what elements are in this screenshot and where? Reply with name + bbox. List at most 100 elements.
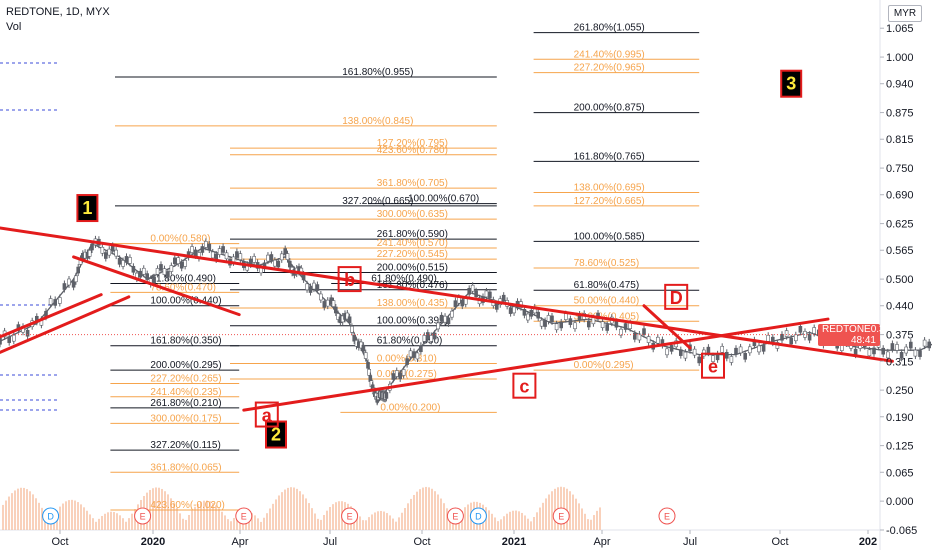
- volume-bar: [164, 491, 166, 530]
- volume-bar: [236, 515, 238, 530]
- candle-body: [331, 300, 336, 307]
- candle-body: [319, 293, 323, 301]
- candle-body: [25, 329, 30, 337]
- candle-body: [62, 283, 67, 290]
- candle-body: [780, 333, 784, 341]
- candle-body: [460, 299, 465, 307]
- volume-bar: [14, 490, 16, 530]
- wave-box: [265, 420, 287, 449]
- volume-bar: [212, 502, 214, 530]
- candle-body: [217, 248, 222, 255]
- candle-body: [807, 333, 812, 341]
- candle-body: [283, 248, 288, 255]
- candle-body: [200, 246, 205, 253]
- fib-level-label: 38.20%(0.405): [574, 311, 640, 322]
- price-tag-countdown: 48:41: [850, 335, 876, 346]
- volume-bar: [545, 498, 547, 530]
- volume-bar: [440, 498, 442, 530]
- candle-body: [697, 356, 702, 364]
- volume-bar: [539, 507, 541, 530]
- volume-bar: [41, 507, 43, 530]
- candle-body: [361, 344, 366, 352]
- volume-bar: [596, 510, 598, 530]
- candle-body: [913, 349, 918, 357]
- candle-body: [619, 328, 623, 336]
- fib-level-label: 161.80%(0.955): [342, 67, 413, 78]
- candle-body: [669, 345, 674, 352]
- fib-level-label: 241.40%(0.570): [377, 238, 448, 249]
- candle-body: [183, 260, 187, 267]
- candle-body: [605, 324, 610, 331]
- candle-body: [366, 361, 370, 369]
- volume-bar: [131, 513, 133, 530]
- wave-outline: [512, 372, 537, 399]
- candle-body: [743, 353, 748, 360]
- candle-body: [325, 299, 330, 307]
- wave-outline-label: b: [344, 270, 355, 290]
- y-tick-label: 0.190: [886, 412, 914, 424]
- volume-bar: [335, 502, 337, 530]
- volume-bar: [377, 511, 379, 530]
- candle-body: [568, 318, 573, 325]
- volume-bar: [203, 500, 205, 530]
- candle-body: [384, 392, 389, 399]
- candle-body: [190, 246, 194, 253]
- earnings-marker: [552, 507, 570, 525]
- wave-box-label: 2: [271, 425, 281, 445]
- candle-body: [12, 334, 16, 342]
- candle-body: [899, 352, 904, 359]
- volume-bar: [263, 517, 265, 530]
- volume-bar: [8, 496, 10, 530]
- fib-level-label: 300.00%(0.635): [377, 209, 448, 220]
- candle-body: [927, 341, 932, 349]
- volume-bar: [176, 508, 178, 530]
- candle-body: [391, 373, 396, 380]
- candle-body: [908, 341, 913, 349]
- candle-body: [221, 246, 225, 253]
- candle-body: [224, 252, 229, 260]
- candle-body: [308, 286, 313, 293]
- candle-body: [474, 290, 478, 298]
- candle-body: [536, 311, 541, 319]
- candle-body: [432, 332, 437, 340]
- volume-bar: [50, 520, 52, 530]
- volume-bar: [233, 517, 235, 530]
- fib-level-label: 61.80%(0.350): [377, 336, 443, 347]
- trendline: [0, 295, 131, 354]
- fib-level-label: 200.00%(0.515): [377, 262, 448, 273]
- fib-level-label: 100.00%(0.670): [408, 194, 479, 205]
- candle-body: [408, 350, 413, 358]
- volume-bar: [326, 510, 328, 530]
- volume-bar: [314, 513, 316, 530]
- candle-body: [121, 260, 125, 267]
- candle-body: [539, 319, 544, 327]
- volume-bar: [374, 512, 376, 530]
- candle-body: [173, 257, 177, 265]
- candle-body: [789, 337, 794, 345]
- candle-body: [235, 251, 239, 258]
- volume-bar: [578, 503, 580, 530]
- volume-label: Vol: [6, 21, 22, 33]
- volume-bar: [452, 518, 454, 530]
- candle-body: [546, 315, 551, 322]
- candle-body: [738, 346, 743, 354]
- candle-body: [522, 309, 527, 316]
- volume-bar: [83, 507, 85, 530]
- candle-body: [450, 310, 454, 318]
- fib-level-label: 227.20%(0.965): [574, 63, 645, 74]
- candle-body: [470, 284, 475, 292]
- candle-body: [71, 280, 76, 288]
- fib-level-label: 423.60%(0.780): [377, 145, 448, 156]
- volume-bar: [71, 499, 73, 530]
- fib-level-label: 361.80%(0.705): [377, 178, 448, 189]
- volume-bar: [116, 513, 118, 530]
- candle-body: [347, 316, 352, 324]
- volume-bar: [302, 494, 304, 530]
- currency-button[interactable]: MYR: [888, 5, 922, 22]
- fib-level-label: 127.20%(0.665): [574, 196, 645, 207]
- volume-bar: [422, 487, 424, 530]
- candle-body: [614, 320, 619, 328]
- candle-body: [573, 322, 577, 330]
- volume-bar: [464, 507, 466, 530]
